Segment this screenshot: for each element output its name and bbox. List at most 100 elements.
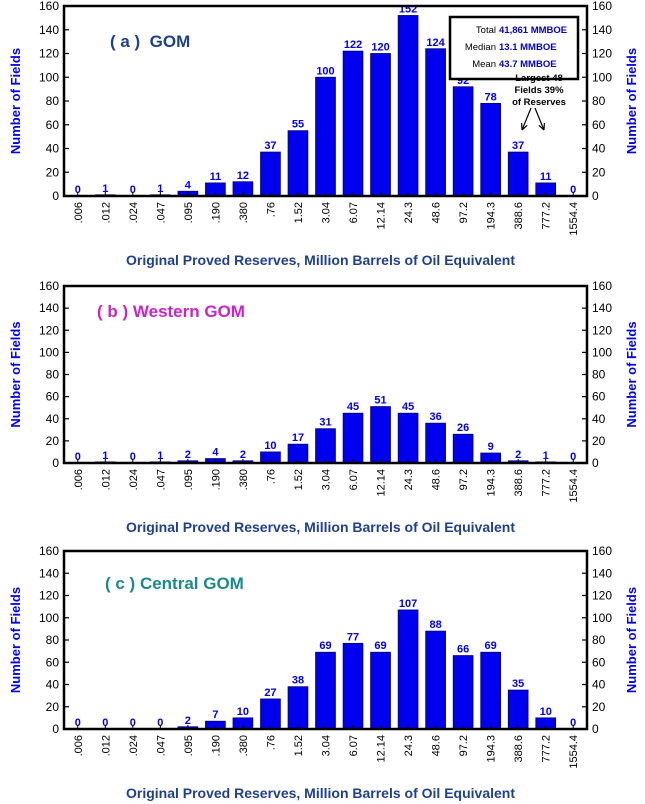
value-label-6: 2 [240,449,246,461]
ytick-label-right-3: 60 [592,655,606,669]
ytick-label-right-8: 160 [592,544,612,558]
value-label-18: 0 [570,451,576,463]
value-label-5: 7 [212,709,218,721]
xtick-label-8: 1.52 [293,469,305,490]
ytick-label-right-0: 0 [592,189,599,203]
bar-10 [342,642,364,730]
xtick-label-0: .006 [73,202,85,223]
xtick-label-1: .012 [100,202,112,223]
ytick-label-right-6: 120 [592,323,612,337]
value-label-11: 51 [374,395,386,407]
ytick-label-right-2: 40 [592,142,606,156]
value-label-3: 1 [157,450,163,462]
ytick-label-left-6: 120 [39,589,59,603]
bar-10 [342,50,364,197]
ytick-label-left-1: 20 [46,165,60,179]
stats-value-0: 41,861 MMBOE [499,25,567,36]
xtick-label-13: 48.6 [431,469,443,490]
ytick-label-left-2: 40 [46,412,60,426]
ytick-label-left-8: 160 [39,544,59,558]
y-axis-title-right: Number of Fields [624,587,639,693]
value-label-12: 107 [399,598,417,610]
value-label-17: 1 [543,450,549,462]
xtick-label-16: 388.6 [513,202,525,230]
xtick-label-0: .006 [73,469,85,490]
xtick-label-4: .095 [183,202,195,223]
xtick-label-7: .76 [265,735,277,750]
value-label-16: 37 [512,140,524,152]
xtick-label-12: 24.3 [403,735,415,756]
xtick-label-18: 1554.4 [568,735,580,769]
y-axis-title-left: Number of Fields [8,587,23,693]
xtick-label-17: 777.2 [541,469,553,497]
xtick-label-15: 194.3 [486,202,498,230]
xtick-label-6: .380 [238,735,250,756]
ytick-label-left-7: 140 [39,301,59,315]
bar-12 [397,412,419,464]
bar-14 [452,86,474,197]
value-label-11: 69 [374,640,386,652]
bar-16 [507,689,529,730]
bar-8 [287,130,309,197]
panel-title: ( c ) Central GOM [105,574,244,593]
ytick-label-right-8: 160 [592,0,612,13]
value-label-0: 0 [75,717,81,729]
ytick-label-left-2: 40 [46,678,60,692]
bar-7 [260,151,281,197]
annotation-arrow-right-head [538,122,545,131]
value-label-8: 38 [292,675,304,687]
ytick-label-left-6: 120 [39,323,59,337]
value-label-4: 4 [185,179,192,191]
bar-12 [397,15,419,197]
stats-value-2: 43.7 MMBOE [499,59,557,70]
bar-11 [370,406,391,464]
value-label-10: 77 [347,631,359,643]
stats-label-1: Median [465,42,496,53]
annotation-line-2: of Reserves [512,97,566,108]
ytick-label-right-4: 80 [592,633,606,647]
bar-15 [480,102,501,197]
value-label-10: 45 [347,401,359,413]
value-label-16: 2 [515,449,521,461]
ytick-label-left-3: 60 [46,390,60,404]
xtick-label-13: 48.6 [431,735,443,756]
xtick-label-10: 6.07 [348,735,360,756]
xtick-label-17: 777.2 [541,735,553,763]
ytick-label-left-3: 60 [46,655,60,669]
value-label-13: 36 [429,411,441,423]
ytick-label-right-0: 0 [592,722,599,736]
xtick-label-2: .024 [128,469,140,490]
value-label-12: 45 [402,401,414,413]
ytick-label-right-5: 100 [592,611,612,625]
ytick-label-right-7: 140 [592,301,612,315]
y-axis-title-right: Number of Fields [624,48,639,154]
xtick-label-3: .047 [155,202,167,223]
ytick-label-right-5: 100 [592,70,612,84]
panel-title: ( b ) Western GOM [97,302,245,321]
y-axis-title-left: Number of Fields [8,48,23,154]
xtick-label-15: 194.3 [486,469,498,497]
ytick-label-right-1: 20 [592,434,606,448]
xtick-label-7: .76 [265,202,277,217]
xtick-label-5: .190 [210,469,222,490]
xtick-label-11: 12.14 [376,469,388,497]
value-label-2: 0 [130,451,136,463]
ytick-label-right-5: 100 [592,345,612,359]
xtick-label-5: .190 [210,735,222,756]
ytick-label-left-6: 120 [39,47,59,61]
value-label-10: 122 [344,39,362,51]
ytick-label-right-1: 20 [592,700,606,714]
annotation-line-0: Largest 48 [515,73,563,84]
xtick-label-5: .190 [210,202,222,223]
xtick-label-8: 1.52 [293,735,305,756]
annotation-arrow-left-shaft [521,107,532,131]
xtick-label-9: 3.04 [321,202,333,223]
value-label-15: 9 [488,441,494,453]
panel-title: ( a ) GOM [110,32,190,51]
xtick-label-18: 1554.4 [568,469,580,503]
xtick-label-4: .095 [183,735,195,756]
stats-label-0: Total [476,25,496,36]
ytick-label-right-3: 60 [592,390,606,404]
